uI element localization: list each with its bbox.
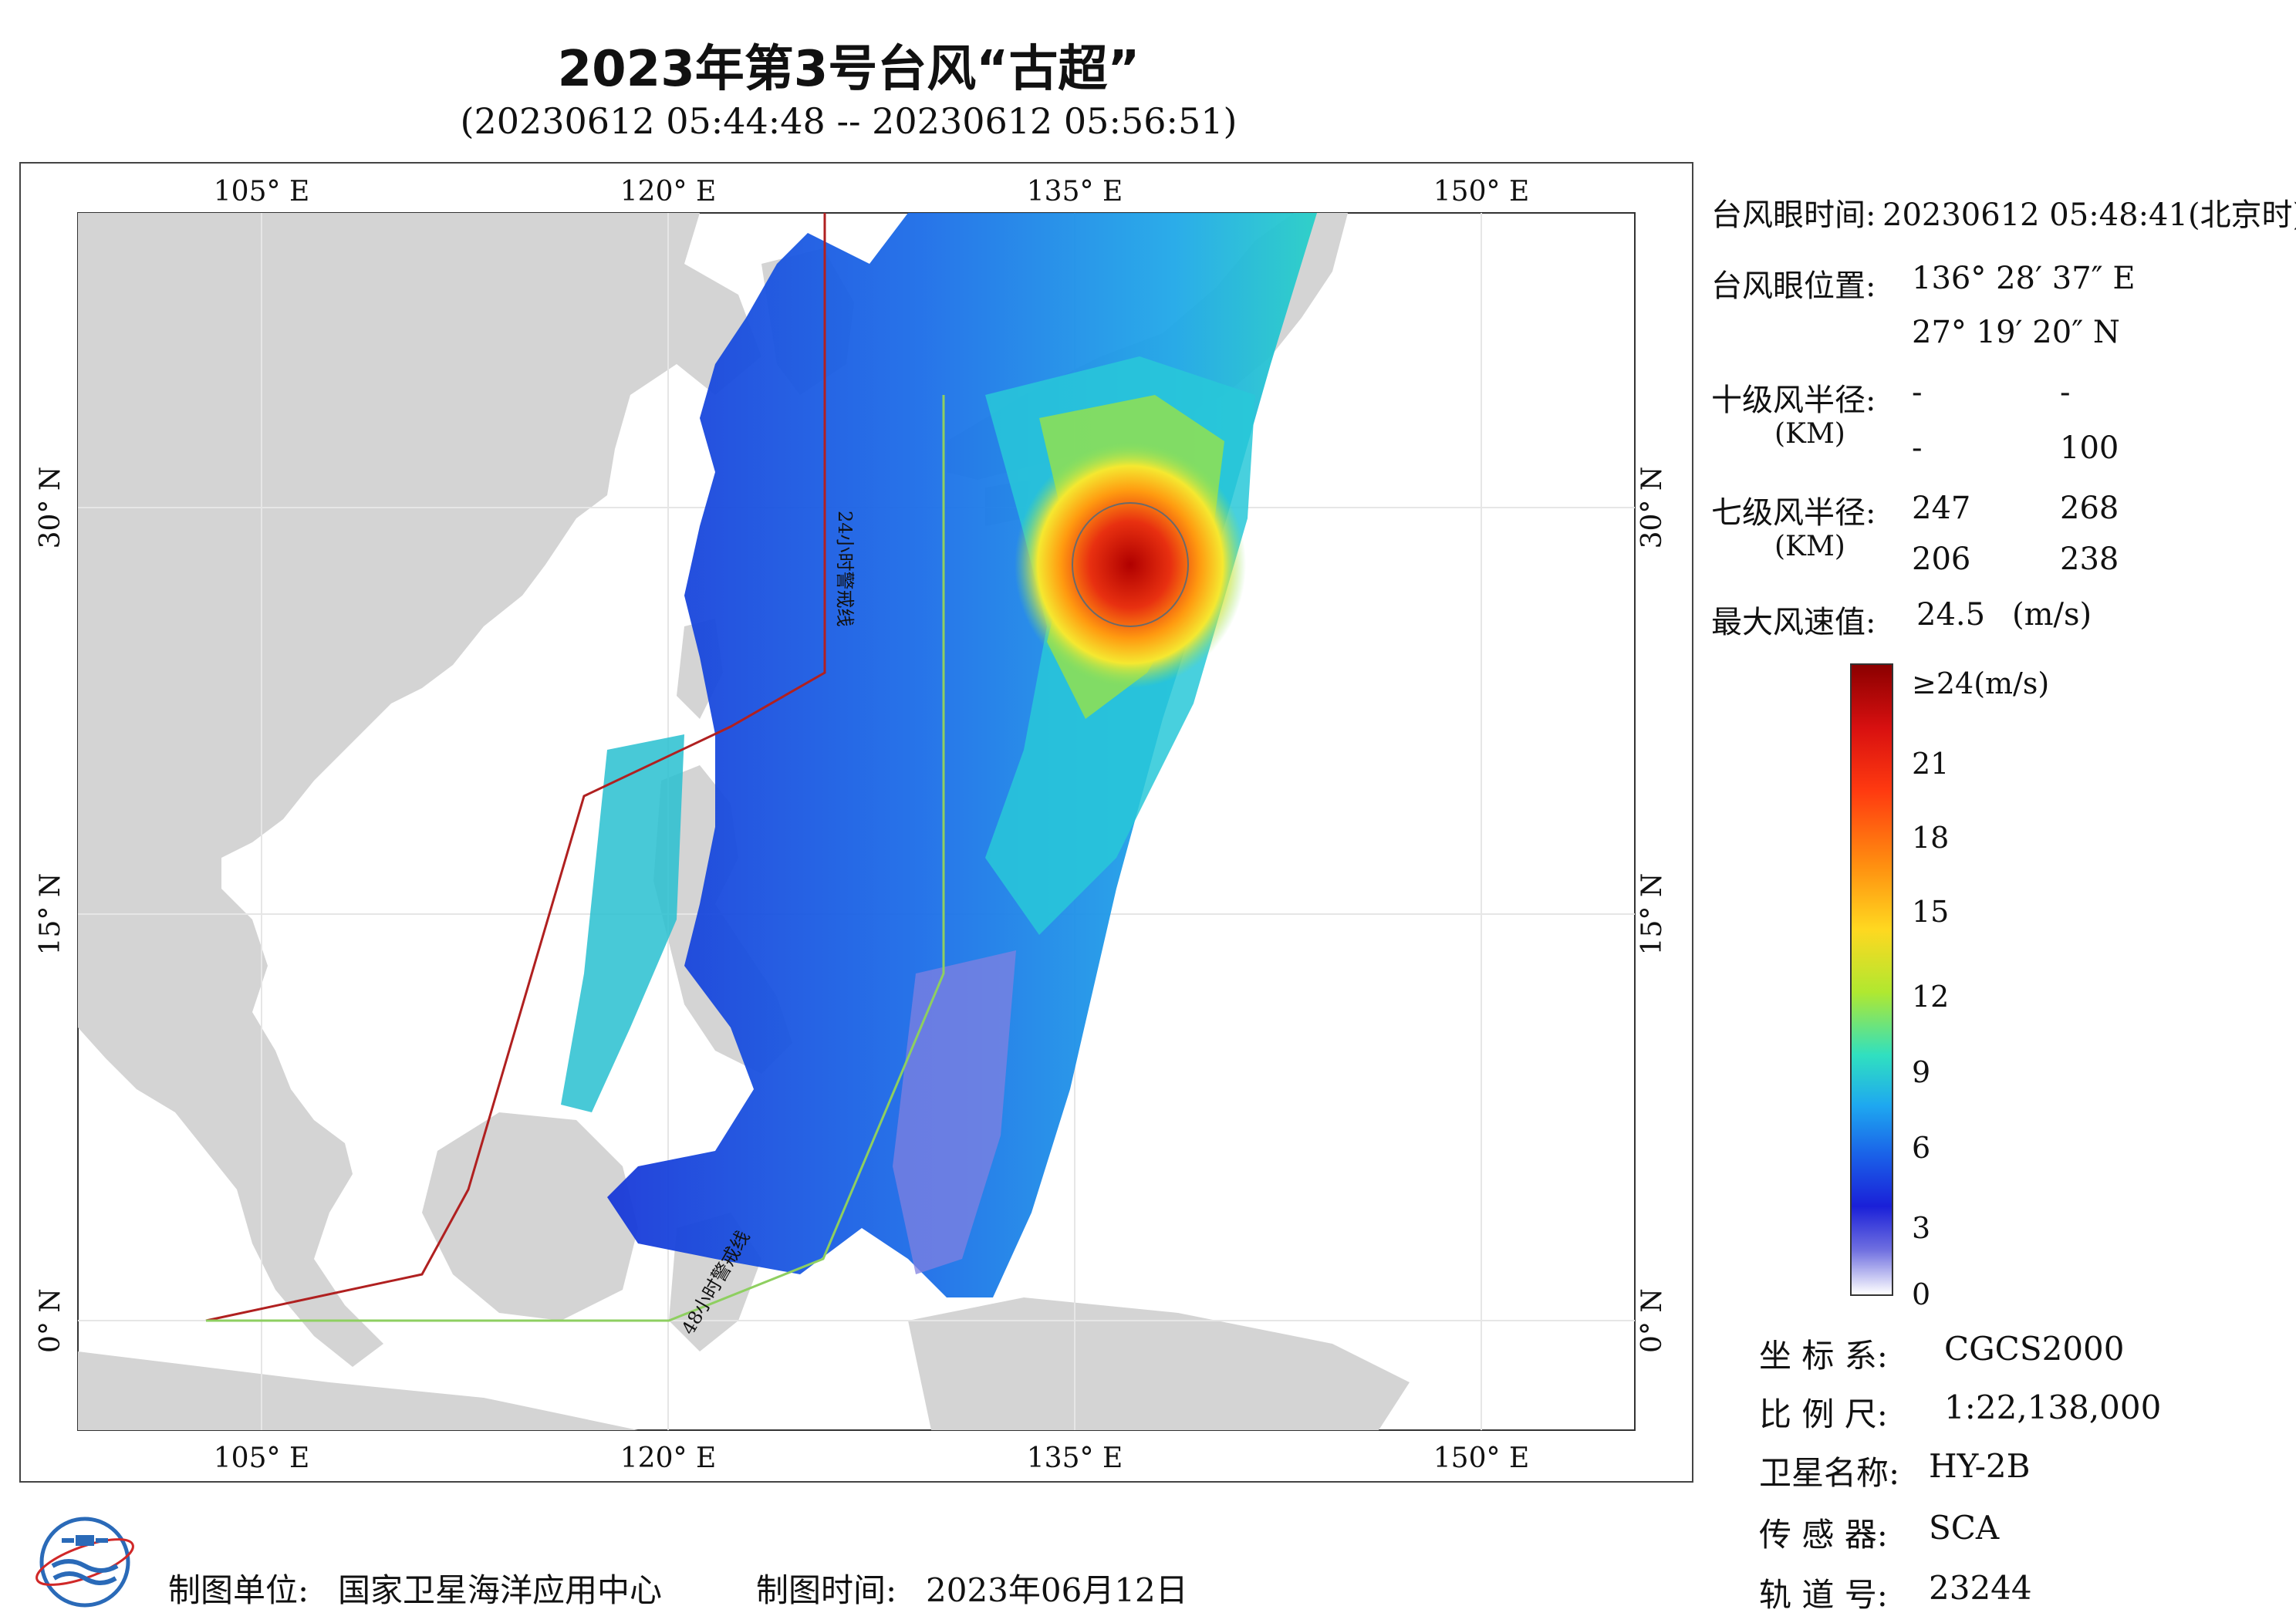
nsoas-logo-icon — [35, 1517, 134, 1608]
lon-tick: 135° E — [1027, 176, 1123, 208]
line-24h-label: 24小时警戒线 — [834, 511, 856, 627]
colorbar-label: 0 — [1912, 1277, 1931, 1311]
observation-time-range: (20230612 05:44:48 -- 20230612 05:56:51) — [460, 100, 1237, 142]
r7-value: 206 — [1912, 542, 1971, 577]
eye-latitude: 27° 19′ 20″ N — [1912, 315, 2120, 350]
r7-value: 247 — [1912, 491, 1971, 526]
scale-label: 比 例 尺: — [1759, 1395, 1888, 1433]
producer-value: 国家卫星海洋应用中心 — [338, 1571, 663, 1609]
r7-value: 268 — [2060, 491, 2119, 526]
lon-ticks-top: 105° E 120° E 135° E 150° E — [214, 176, 1529, 208]
colorbar-label: 21 — [1912, 747, 1950, 781]
lon-tick: 105° E — [214, 176, 309, 208]
max-wind-value: 24.5 — [1916, 597, 1986, 633]
production-date-label: 制图时间: — [756, 1571, 897, 1609]
scale-value: 1:22,138,000 — [1944, 1388, 2162, 1426]
max-wind-label: 最大风速值: — [1711, 605, 1876, 640]
lon-tick: 120° E — [620, 1442, 716, 1474]
r10-km-label: (KM) — [1774, 418, 1845, 450]
r10-value: - — [1912, 375, 1923, 410]
r7-value: 238 — [2060, 542, 2119, 577]
r10-value: - — [1912, 430, 1923, 466]
lat-ticks-right: 30° N 15° N 0° N — [1636, 467, 1668, 1353]
orbit-value: 23244 — [1929, 1569, 2032, 1607]
wind-field-map[interactable]: 24小时警戒线 48小时警戒线 105° E 120° E 135° E 150… — [21, 164, 1692, 1481]
lat-tick: 0° N — [35, 1288, 66, 1353]
production-date-value: 2023年06月12日 — [926, 1571, 1188, 1609]
colorbar-label: 9 — [1912, 1055, 1931, 1089]
eye-longitude: 136° 28′ 37″ E — [1912, 261, 2136, 296]
lat-ticks-left: 30° N 15° N 0° N — [35, 467, 66, 1353]
r7-km-label: (KM) — [1774, 531, 1845, 562]
colorbar-label: 6 — [1912, 1131, 1931, 1165]
lon-ticks-bottom: 105° E 120° E 135° E 150° E — [214, 1442, 1529, 1474]
colorbar-label: 18 — [1912, 821, 1950, 855]
colorbar-label: ≥24(m/s) — [1912, 666, 2050, 700]
producer-label: 制图单位: — [168, 1571, 309, 1609]
line-24h — [205, 213, 826, 1322]
eye-position-label: 台风眼位置: — [1711, 268, 1876, 304]
lat-tick: 15° N — [1636, 873, 1668, 956]
colorbar-label: 3 — [1912, 1211, 1931, 1245]
lat-tick: 30° N — [1636, 467, 1668, 549]
lon-tick: 135° E — [1027, 1442, 1123, 1474]
line-48h — [206, 395, 945, 1322]
colorbar-label: 15 — [1912, 895, 1950, 929]
satellite-value: HY-2B — [1929, 1447, 2031, 1485]
sensor-value: SCA — [1929, 1509, 2000, 1547]
plot-area: 24小时警戒线 48小时警戒线 — [77, 212, 1636, 1431]
r10-value: - — [2060, 375, 2071, 410]
map-title: 2023年第3号台风“古超” — [557, 41, 1140, 98]
lon-tick: 105° E — [214, 1442, 309, 1474]
r10-label: 十级风半径: — [1711, 383, 1876, 418]
satellite-label: 卫星名称: — [1759, 1454, 1900, 1492]
r7-label: 七级风半径: — [1711, 495, 1876, 531]
lat-tick: 15° N — [35, 873, 66, 956]
lon-tick: 150° E — [1433, 1442, 1529, 1474]
lat-tick: 0° N — [1636, 1288, 1668, 1353]
lon-tick: 120° E — [620, 176, 716, 208]
sensor-label: 传 感 器: — [1759, 1516, 1888, 1554]
lon-tick: 150° E — [1433, 176, 1529, 208]
crs-value: CGCS2000 — [1944, 1330, 2125, 1368]
wind-speed-swath — [561, 213, 1317, 1297]
wind-speed-colorbar — [1850, 663, 1893, 1296]
max-wind-unit: (m/s) — [2012, 597, 2092, 633]
colorbar-label: 12 — [1912, 980, 1950, 1014]
eye-time-value: 20230612 05:48:41(北京时) — [1882, 197, 2296, 233]
lat-tick: 30° N — [35, 467, 66, 549]
eye-time-label: 台风眼时间: — [1711, 197, 1876, 233]
crs-label: 坐 标 系: — [1759, 1337, 1888, 1375]
warning-lines — [205, 213, 945, 1322]
r10-value: 100 — [2060, 430, 2119, 466]
map-frame: 24小时警戒线 48小时警戒线 105° E 120° E 135° E 150… — [19, 162, 1693, 1483]
orbit-label: 轨 道 号: — [1759, 1576, 1888, 1614]
